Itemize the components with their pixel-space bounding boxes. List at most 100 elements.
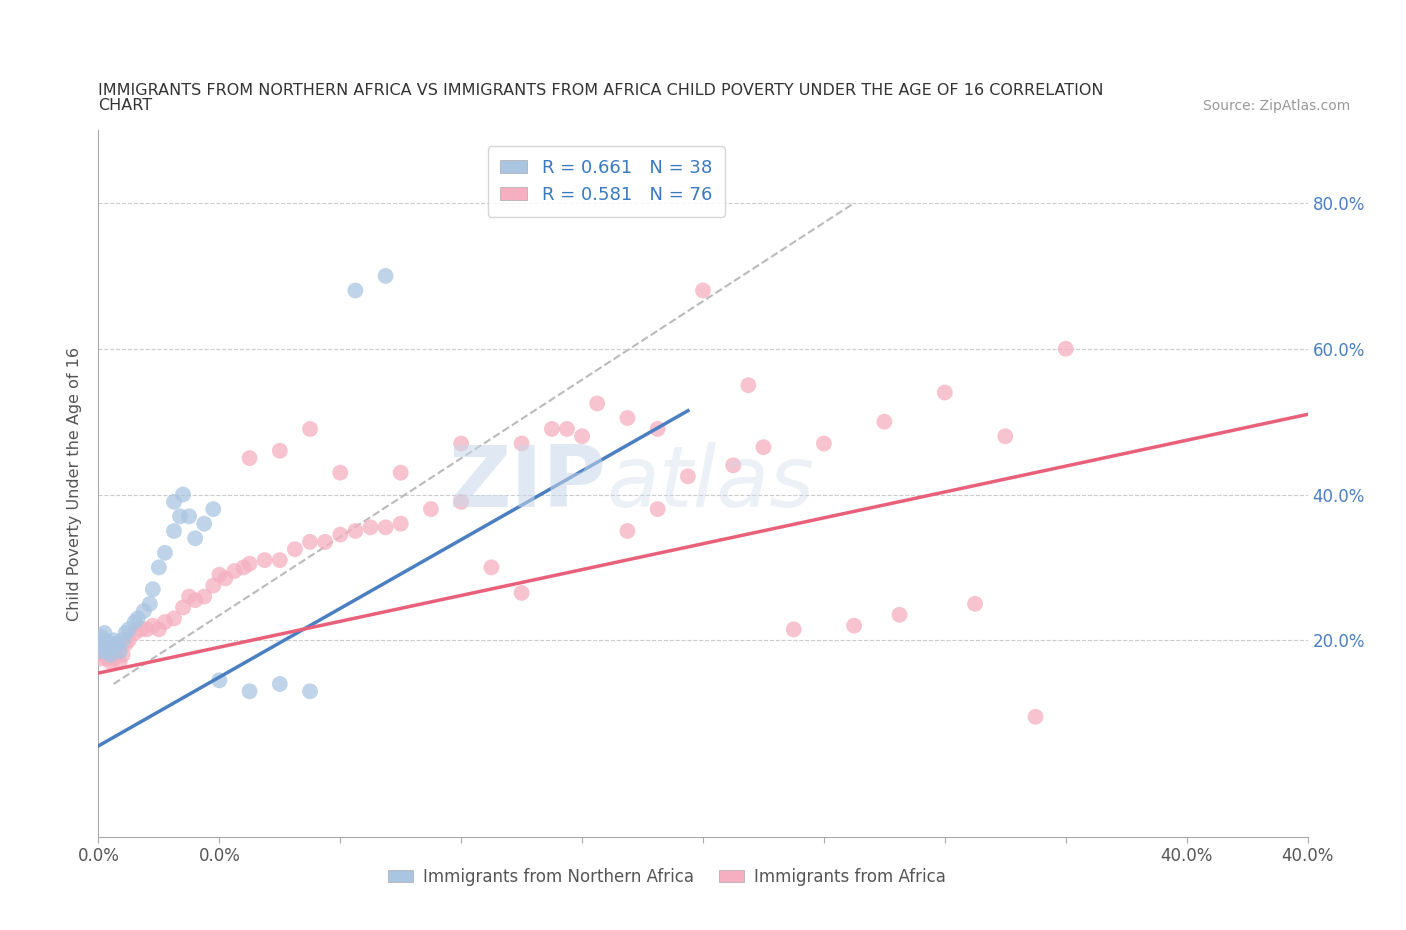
Point bbox=[163, 611, 186, 626]
Point bbox=[723, 458, 745, 472]
Point bbox=[202, 578, 225, 593]
Text: atlas: atlas bbox=[606, 442, 814, 525]
Point bbox=[93, 632, 115, 647]
Point bbox=[224, 564, 246, 578]
Point bbox=[193, 516, 215, 531]
Point bbox=[616, 524, 638, 538]
Point bbox=[299, 684, 322, 698]
Point bbox=[127, 611, 149, 626]
Point bbox=[108, 655, 131, 670]
Point bbox=[616, 410, 638, 425]
Point bbox=[692, 283, 714, 298]
Point bbox=[90, 644, 112, 658]
Point bbox=[1054, 341, 1077, 356]
Point bbox=[737, 378, 759, 392]
Point bbox=[93, 636, 115, 651]
Point bbox=[239, 684, 262, 698]
Point bbox=[510, 436, 533, 451]
Point bbox=[93, 647, 115, 662]
Point bbox=[105, 636, 128, 651]
Point bbox=[269, 552, 291, 567]
Point bbox=[163, 495, 186, 510]
Point bbox=[111, 647, 134, 662]
Point bbox=[208, 567, 231, 582]
Point bbox=[647, 421, 669, 436]
Point bbox=[202, 501, 225, 516]
Point bbox=[813, 436, 835, 451]
Text: CHART: CHART bbox=[98, 99, 152, 113]
Point bbox=[100, 647, 122, 662]
Point bbox=[103, 644, 125, 658]
Point bbox=[420, 501, 443, 516]
Point bbox=[148, 622, 170, 637]
Point bbox=[90, 644, 112, 658]
Point bbox=[153, 615, 176, 630]
Point bbox=[100, 640, 122, 655]
Point bbox=[389, 465, 412, 480]
Point bbox=[135, 622, 157, 637]
Point bbox=[90, 636, 112, 651]
Point bbox=[179, 589, 201, 604]
Point bbox=[555, 421, 578, 436]
Point bbox=[450, 436, 472, 451]
Point bbox=[374, 520, 396, 535]
Point bbox=[142, 582, 165, 597]
Point bbox=[510, 586, 533, 601]
Point bbox=[232, 560, 254, 575]
Point bbox=[118, 622, 141, 637]
Point bbox=[124, 626, 146, 641]
Point bbox=[344, 524, 367, 538]
Point bbox=[103, 632, 125, 647]
Point bbox=[269, 676, 291, 691]
Point bbox=[783, 622, 806, 637]
Point bbox=[153, 545, 176, 560]
Point bbox=[96, 644, 118, 658]
Point bbox=[647, 501, 669, 516]
Point bbox=[360, 520, 382, 535]
Text: IMMIGRANTS FROM NORTHERN AFRICA VS IMMIGRANTS FROM AFRICA CHILD POVERTY UNDER TH: IMMIGRANTS FROM NORTHERN AFRICA VS IMMIG… bbox=[98, 83, 1104, 98]
Point bbox=[142, 618, 165, 633]
Point bbox=[114, 626, 136, 641]
Point bbox=[100, 647, 122, 662]
Legend: Immigrants from Northern Africa, Immigrants from Africa: Immigrants from Northern Africa, Immigra… bbox=[381, 861, 952, 892]
Point bbox=[93, 640, 115, 655]
Point bbox=[96, 644, 118, 658]
Point bbox=[299, 535, 322, 550]
Point bbox=[873, 414, 896, 429]
Point bbox=[148, 560, 170, 575]
Point bbox=[586, 396, 609, 411]
Point bbox=[100, 655, 122, 670]
Point bbox=[96, 636, 118, 651]
Point bbox=[284, 542, 307, 557]
Y-axis label: Child Poverty Under the Age of 16: Child Poverty Under the Age of 16 bbox=[67, 347, 83, 620]
Point bbox=[139, 596, 162, 611]
Point bbox=[214, 571, 236, 586]
Point bbox=[965, 596, 987, 611]
Point bbox=[169, 509, 191, 524]
Point bbox=[994, 429, 1017, 444]
Point bbox=[389, 516, 412, 531]
Point bbox=[90, 651, 112, 666]
Point bbox=[108, 644, 131, 658]
Point bbox=[172, 487, 194, 502]
Point bbox=[239, 556, 262, 571]
Point bbox=[129, 622, 152, 637]
Point bbox=[96, 651, 118, 666]
Point bbox=[540, 421, 562, 436]
Point bbox=[571, 429, 593, 444]
Point bbox=[1024, 710, 1046, 724]
Point bbox=[172, 600, 194, 615]
Point bbox=[118, 632, 141, 647]
Point bbox=[184, 531, 207, 546]
Point bbox=[934, 385, 956, 400]
Point bbox=[93, 626, 115, 641]
Point bbox=[105, 647, 128, 662]
Point bbox=[481, 560, 503, 575]
Point bbox=[239, 451, 262, 466]
Point bbox=[314, 535, 336, 550]
Point bbox=[111, 632, 134, 647]
Point bbox=[193, 589, 215, 604]
Point bbox=[208, 673, 231, 688]
Point bbox=[132, 604, 155, 618]
Point bbox=[269, 444, 291, 458]
